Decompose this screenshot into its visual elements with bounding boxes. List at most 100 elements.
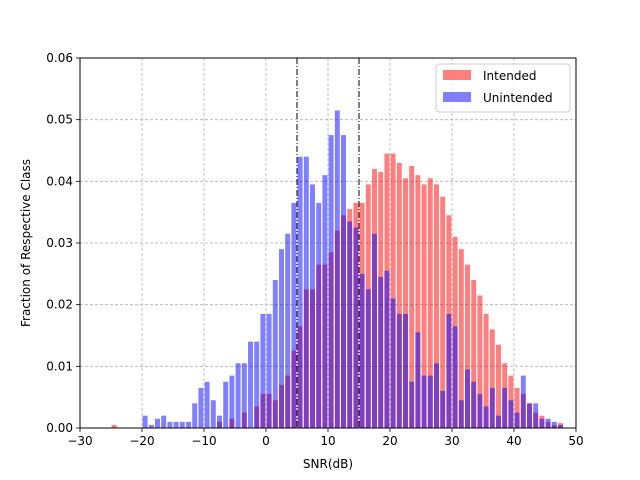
bar-unintended: [310, 184, 315, 428]
bar-intended: [396, 162, 402, 429]
bar-unintended: [520, 375, 526, 428]
bar-unintended: [558, 424, 563, 428]
bar-intended: [471, 280, 477, 428]
histogram-bars: [111, 110, 563, 429]
bar-unintended: [316, 202, 322, 428]
y-tick-label: 0.03: [46, 236, 73, 250]
bar-unintended: [322, 175, 328, 428]
bar-unintended: [539, 418, 545, 428]
bar-intended: [421, 184, 427, 428]
legend-swatch-intended: [443, 70, 471, 80]
bar-unintended: [409, 381, 415, 428]
bar-unintended: [279, 249, 284, 428]
legend-swatch-unintended: [443, 92, 471, 102]
bar-unintended: [235, 363, 241, 428]
bar-unintended: [496, 415, 501, 428]
bar-unintended: [303, 156, 309, 428]
bar-unintended: [384, 270, 390, 428]
bar-unintended: [427, 375, 433, 428]
bar-unintended: [514, 412, 520, 428]
bar-unintended: [489, 387, 495, 428]
bar-unintended: [353, 227, 359, 428]
bar-intended: [458, 249, 464, 428]
bar-unintended: [483, 406, 489, 428]
bar-unintended: [465, 369, 470, 428]
bar-unintended: [260, 313, 266, 428]
bar-unintended: [545, 418, 551, 428]
bar-unintended: [204, 381, 210, 428]
y-tick-label: 0.05: [46, 113, 73, 127]
y-tick-label: 0.00: [46, 421, 73, 435]
bar-unintended: [390, 298, 396, 428]
bar-unintended: [248, 341, 253, 428]
bar-intended: [415, 175, 421, 428]
bar-intended: [440, 196, 446, 428]
bar-intended: [477, 295, 483, 428]
x-tick-label: −30: [67, 434, 92, 448]
bar-unintended: [508, 400, 514, 428]
bar-intended: [427, 178, 433, 428]
bar-unintended: [217, 415, 222, 428]
bar-unintended: [551, 421, 557, 428]
bar-unintended: [186, 421, 191, 428]
x-tick-label: 40: [506, 434, 521, 448]
bar-unintended: [502, 387, 508, 428]
x-tick-label: 20: [382, 434, 397, 448]
legend-label-unintended: Unintended: [483, 91, 553, 105]
bar-unintended: [210, 400, 216, 428]
bar-unintended: [365, 289, 371, 428]
bar-intended: [403, 178, 408, 428]
y-tick-label: 0.04: [46, 174, 73, 188]
bar-unintended: [446, 313, 452, 428]
threshold-lines: [296, 58, 360, 428]
bar-unintended: [359, 273, 365, 428]
bar-unintended: [223, 381, 229, 428]
bar-unintended: [229, 375, 235, 428]
bar-unintended: [291, 202, 297, 428]
x-tick-label: −10: [191, 434, 216, 448]
bar-unintended: [328, 135, 334, 429]
bar-unintended: [415, 332, 421, 428]
bar-unintended: [403, 313, 408, 428]
y-tick-label: 0.01: [46, 359, 73, 373]
bar-intended: [111, 424, 117, 428]
bar-intended: [390, 153, 396, 429]
bar-unintended: [396, 313, 402, 428]
bar-unintended: [161, 415, 167, 428]
bar-unintended: [266, 313, 272, 428]
x-tick-label: 0: [262, 434, 270, 448]
bar-unintended: [471, 381, 477, 428]
bar-unintended: [241, 363, 247, 428]
bar-unintended: [148, 424, 154, 428]
grid-lines: [80, 58, 576, 428]
y-axis-label: Fraction of Respective Class: [19, 159, 33, 327]
bar-intended: [434, 184, 439, 428]
bar-unintended: [179, 421, 185, 428]
x-axis-label: SNR(dB): [303, 457, 353, 471]
bar-unintended: [434, 363, 439, 428]
bar-unintended: [142, 415, 148, 428]
bar-unintended: [458, 400, 464, 428]
bar-intended: [409, 165, 415, 428]
bar-unintended: [341, 135, 346, 429]
x-tick-label: −20: [129, 434, 154, 448]
bar-unintended: [192, 403, 198, 428]
legend: Intended Unintended: [435, 63, 571, 113]
bar-unintended: [167, 421, 173, 428]
legend-label-intended: Intended: [483, 69, 536, 83]
bar-unintended: [440, 391, 446, 428]
bar-unintended: [378, 276, 384, 428]
bar-unintended: [173, 421, 179, 428]
bar-intended: [496, 344, 501, 428]
bar-unintended: [372, 233, 377, 428]
y-tick-label: 0.06: [46, 51, 73, 65]
bar-unintended: [533, 403, 539, 428]
bar-unintended: [198, 387, 204, 428]
bar-unintended: [272, 280, 278, 428]
bar-unintended: [285, 233, 291, 428]
bar-unintended: [421, 375, 427, 428]
bar-unintended: [452, 326, 458, 428]
bar-intended: [465, 264, 470, 428]
bar-unintended: [527, 403, 532, 428]
x-tick-label: 10: [320, 434, 335, 448]
